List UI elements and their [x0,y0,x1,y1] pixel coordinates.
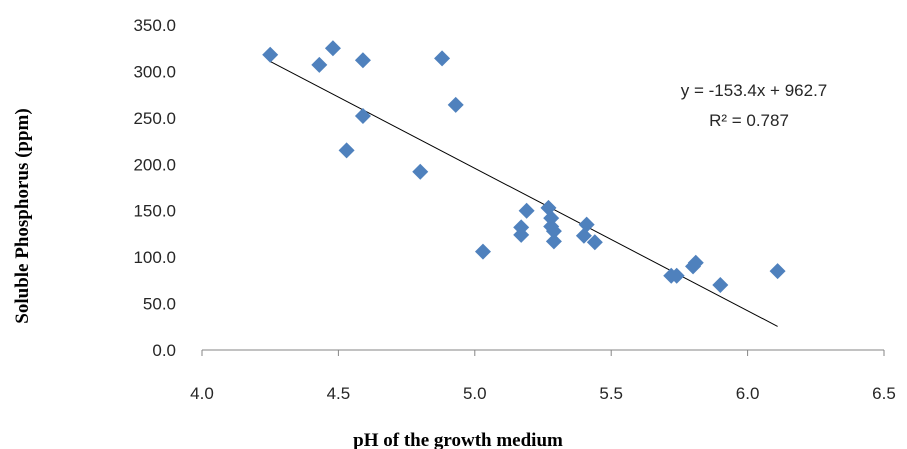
y-tick-label: 150.0 [133,202,176,221]
data-point [324,40,341,57]
y-axis-ticks: 0.0 50.0 100.0 150.0 200.0 250.0 300.0 350.0 [133,16,176,360]
y-tick-label: 50.0 [143,295,176,314]
data-point [474,243,491,260]
linear-trendline [269,61,778,327]
x-tick-label: 6.0 [736,384,760,403]
data-point [311,56,328,73]
x-tick-label: 5.0 [463,384,487,403]
data-point [412,163,429,180]
y-tick-label: 350.0 [133,16,176,35]
data-point [575,227,592,244]
data-point [543,210,560,227]
data-point [513,219,530,236]
y-tick-label: 300.0 [133,62,176,81]
x-tick-label: 5.5 [599,384,623,403]
data-point [354,52,371,69]
data-point [545,223,562,240]
data-point [354,108,371,124]
trendline-equation: y = -153.4x + 962.7 [681,81,828,100]
data-point [338,142,355,159]
y-tick-label: 0.0 [152,341,176,360]
trendline-r-squared: R² = 0.787 [709,111,789,130]
data-point [712,277,729,293]
x-tick-label: 6.5 [872,384,896,403]
data-point [668,267,685,284]
data-point [262,46,279,63]
x-axis-title: pH of the growth medium [353,430,563,449]
x-tick-label: 4.0 [190,384,214,403]
data-points [262,40,786,293]
data-point [434,50,451,67]
data-point [545,233,562,250]
x-axis-ticks: 4.0 4.5 5.0 5.5 6.0 6.5 [190,350,896,403]
x-tick-label: 4.5 [327,384,351,403]
data-point [769,263,786,280]
trendline-group [269,61,778,327]
data-point [578,216,595,233]
y-axis-title: Soluble Phosphorus (ppm) [12,108,33,323]
data-point [687,254,704,271]
y-tick-label: 200.0 [133,155,176,174]
y-tick-label: 100.0 [133,248,176,267]
y-tick-label: 250.0 [133,109,176,128]
data-point [518,202,535,219]
data-point [447,96,464,113]
data-point [586,234,603,251]
